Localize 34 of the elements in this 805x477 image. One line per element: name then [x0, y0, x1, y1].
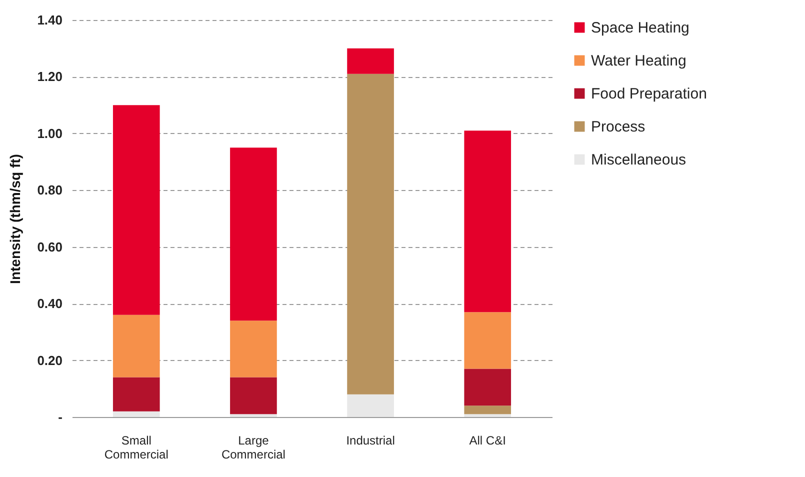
y-tick-label: 0.80 [37, 182, 62, 198]
bar [112, 377, 160, 412]
bar [464, 406, 512, 414]
y-tick-label: 1.00 [37, 126, 62, 141]
y-tick-label: - [58, 410, 62, 424]
y-tick-label: 1.20 [37, 69, 62, 84]
bar [464, 312, 512, 369]
y-tick-label: 0.40 [37, 296, 62, 312]
bar [347, 48, 394, 74]
legend-label: Food Preparation [591, 86, 707, 102]
legend-label: Miscellaneous [591, 152, 686, 168]
y-axis-title: Intensity (thm/sq ft) [7, 154, 24, 284]
bar [230, 320, 277, 378]
x-tick-label: Industrial [346, 434, 395, 448]
bar [230, 377, 277, 414]
bar [464, 368, 512, 406]
legend-label: Space Heating [591, 20, 690, 36]
bar [112, 314, 160, 378]
x-tick-label: All C&I [469, 434, 506, 448]
y-tick-label: 0.60 [37, 239, 62, 254]
bar [112, 105, 160, 315]
x-tick-label: Large Commercial [221, 434, 286, 462]
legend-label: Process [591, 118, 646, 136]
bar [347, 394, 394, 417]
bar [464, 130, 512, 312]
y-tick-label: 1.40 [37, 12, 62, 28]
y-tick-label: 0.20 [37, 352, 62, 368]
x-tick-label: Small Commercial [104, 434, 168, 462]
bar [112, 411, 160, 417]
bar [347, 74, 394, 394]
bar [230, 414, 277, 417]
bar [230, 148, 277, 321]
bar [464, 414, 512, 417]
legend-label: Water Heating [591, 52, 686, 70]
